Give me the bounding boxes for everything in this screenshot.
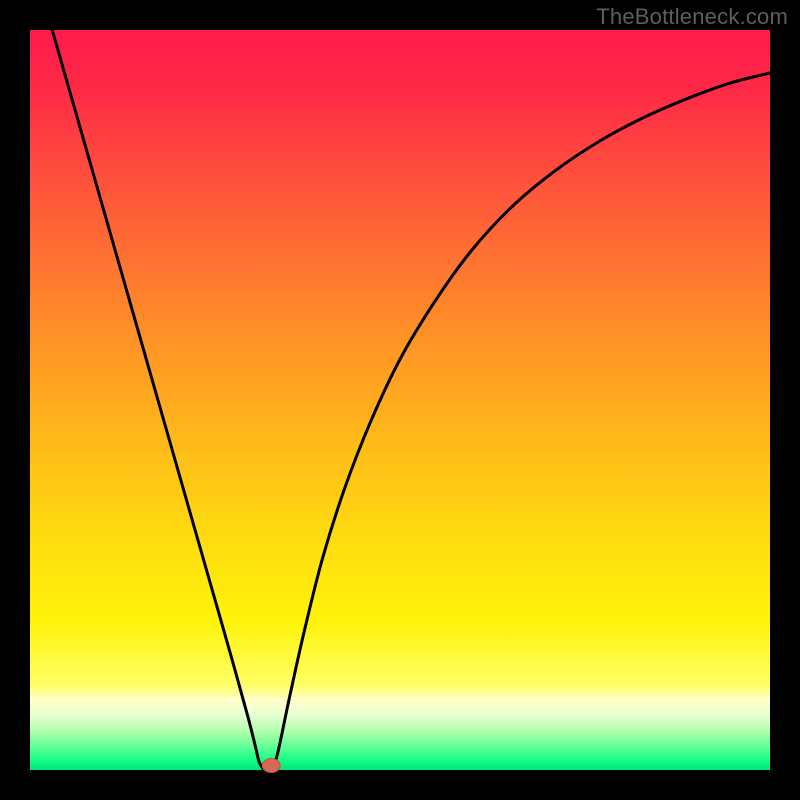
optimal-point-marker (262, 759, 280, 773)
plot-area (30, 30, 770, 770)
chart-container: TheBottleneck.com (0, 0, 800, 800)
watermark-label: TheBottleneck.com (596, 4, 788, 30)
bottleneck-chart (0, 0, 800, 800)
